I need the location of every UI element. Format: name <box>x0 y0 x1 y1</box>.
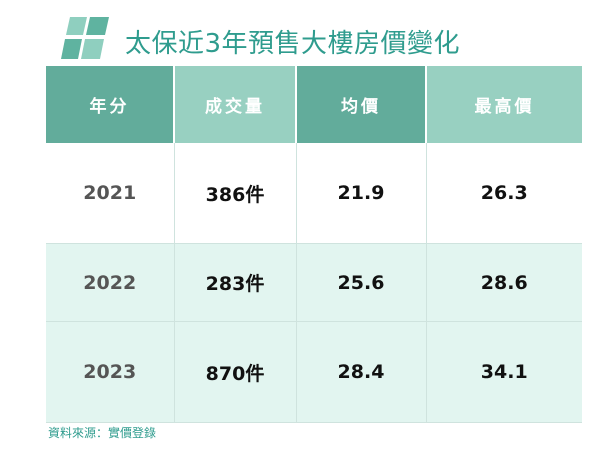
cell-average-price: 21.9 <box>296 143 427 244</box>
table-row: 2021 386件 21.9 26.3 <box>46 143 582 244</box>
cell-volume: 870件 <box>174 321 297 423</box>
page-title: 太保近3年預售大樓房價變化 <box>125 29 461 59</box>
table-row: 2023 870件 28.4 34.1 <box>46 321 582 423</box>
table-row: 2022 283件 25.6 28.6 <box>46 243 582 322</box>
column-header-volume: 成交量 <box>174 66 297 143</box>
cell-year: 2021 <box>46 143 175 244</box>
column-header-year: 年分 <box>46 66 175 143</box>
cell-max-price: 34.1 <box>426 321 582 423</box>
cell-average-price: 28.4 <box>296 321 427 423</box>
cell-volume: 386件 <box>174 143 297 244</box>
column-header-average-price: 均價 <box>296 66 427 143</box>
cell-average-price: 25.6 <box>296 243 427 322</box>
column-header-max-price: 最高價 <box>426 66 582 143</box>
source-note: 資料來源：實價登錄 <box>48 426 157 440</box>
brand-logo-icon <box>61 17 109 59</box>
cell-max-price: 26.3 <box>426 143 582 244</box>
cell-year: 2022 <box>46 243 175 322</box>
cell-year: 2023 <box>46 321 175 423</box>
cell-volume: 283件 <box>174 243 297 322</box>
table-header-row: 年分 成交量 均價 最高價 <box>46 66 582 143</box>
price-table: 年分 成交量 均價 最高價 2021 386件 21.9 26.3 2022 2… <box>46 66 582 423</box>
cell-max-price: 28.6 <box>426 243 582 322</box>
